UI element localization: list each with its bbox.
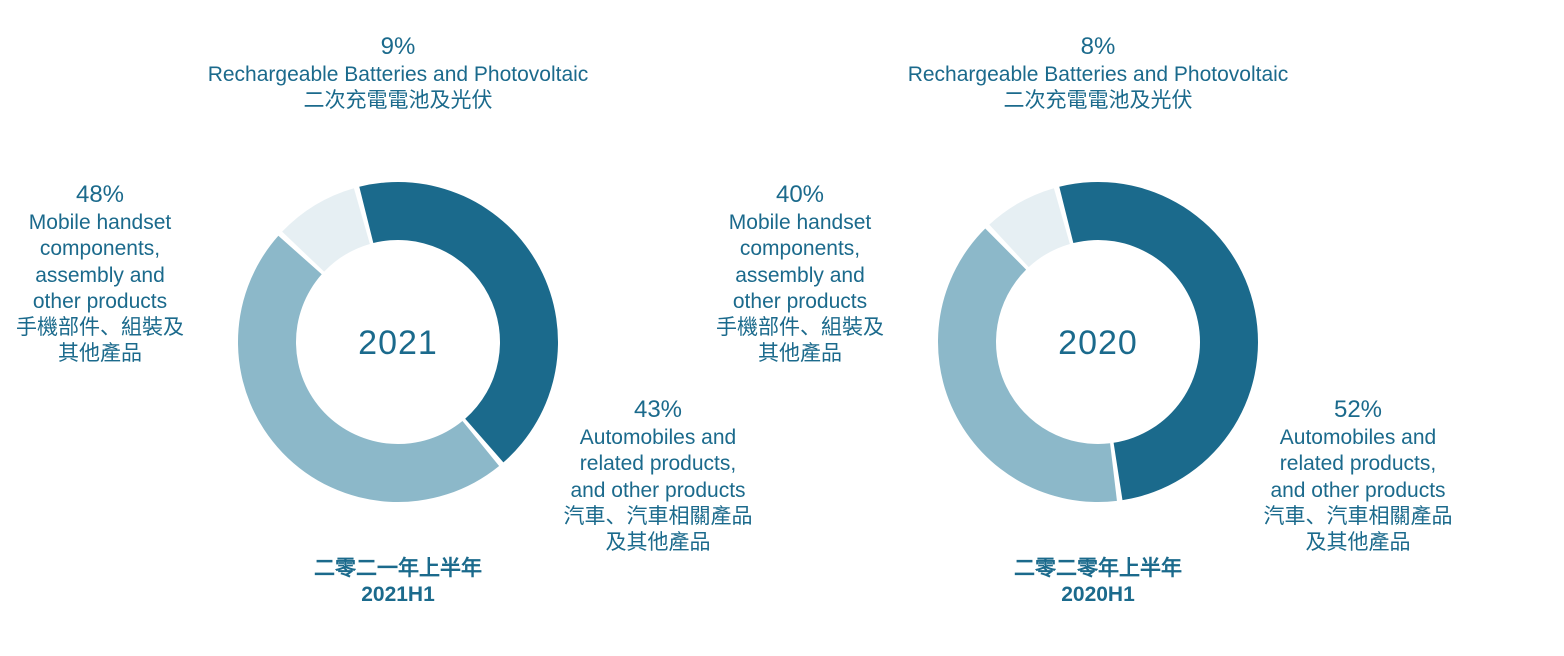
label-en-4: other products xyxy=(716,289,884,315)
label-zh-1: 手機部件、組裝及 xyxy=(716,315,884,341)
label-zh-1: 汽車、汽車相關產品 xyxy=(1264,504,1453,530)
label-battery-2020: 8% Rechargeable Batteries and Photovolta… xyxy=(908,32,1289,115)
label-auto-2021: 43% Automobiles and related products, an… xyxy=(564,395,753,556)
percent-value: 8% xyxy=(908,32,1289,62)
label-en-2: components, xyxy=(716,236,884,262)
label-en-3: and other products xyxy=(564,478,753,504)
label-mobile-2021: 48% Mobile handset components, assembly … xyxy=(16,180,184,368)
label-en-4: other products xyxy=(16,289,184,315)
label-zh-2: 其他產品 xyxy=(16,341,184,367)
label-en: Rechargeable Batteries and Photovoltaic xyxy=(208,62,589,88)
center-year-text: 2020 xyxy=(1058,322,1138,365)
caption-zh: 二零二零年上半年 xyxy=(1014,556,1182,582)
label-en-1: Mobile handset xyxy=(16,210,184,236)
label-en-2: components, xyxy=(16,236,184,262)
percent-value: 48% xyxy=(16,180,184,210)
donut-slice-mobile xyxy=(238,236,499,502)
label-en-2: related products, xyxy=(1264,451,1453,477)
label-auto-2020: 52% Automobiles and related products, an… xyxy=(1264,395,1453,556)
label-zh-2: 及其他產品 xyxy=(1264,530,1453,556)
center-label-2020: 2020 xyxy=(1058,322,1138,365)
percent-value: 52% xyxy=(1264,395,1453,425)
caption-zh: 二零二一年上半年 xyxy=(314,556,482,582)
label-zh-2: 及其他產品 xyxy=(564,530,753,556)
label-zh-2: 其他產品 xyxy=(716,341,884,367)
label-en-3: and other products xyxy=(1264,478,1453,504)
donut-chart-pair: 9% Rechargeable Batteries and Photovolta… xyxy=(0,0,1564,656)
caption-en: 2020H1 xyxy=(1014,582,1182,608)
label-battery-2021: 9% Rechargeable Batteries and Photovolta… xyxy=(208,32,589,115)
center-year-text: 2021 xyxy=(358,322,438,365)
caption-2021: 二零二一年上半年 2021H1 xyxy=(314,556,482,609)
label-en-3: assembly and xyxy=(716,263,884,289)
label-en-1: Mobile handset xyxy=(716,210,884,236)
label-zh-1: 汽車、汽車相關產品 xyxy=(564,504,753,530)
label-zh-1: 手機部件、組裝及 xyxy=(16,315,184,341)
center-label-2021: 2021 xyxy=(358,322,438,365)
label-en-3: assembly and xyxy=(16,263,184,289)
label-zh: 二次充電電池及光伏 xyxy=(208,88,589,114)
label-en-1: Automobiles and xyxy=(564,425,753,451)
caption-en: 2021H1 xyxy=(314,582,482,608)
label-en-2: related products, xyxy=(564,451,753,477)
donut-slice-mobile xyxy=(938,228,1117,502)
percent-value: 43% xyxy=(564,395,753,425)
label-zh: 二次充電電池及光伏 xyxy=(908,88,1289,114)
label-en-1: Automobiles and xyxy=(1264,425,1453,451)
caption-2020: 二零二零年上半年 2020H1 xyxy=(1014,556,1182,609)
label-mobile-2020: 40% Mobile handset components, assembly … xyxy=(716,180,884,368)
percent-value: 9% xyxy=(208,32,589,62)
label-en: Rechargeable Batteries and Photovoltaic xyxy=(908,62,1289,88)
percent-value: 40% xyxy=(716,180,884,210)
